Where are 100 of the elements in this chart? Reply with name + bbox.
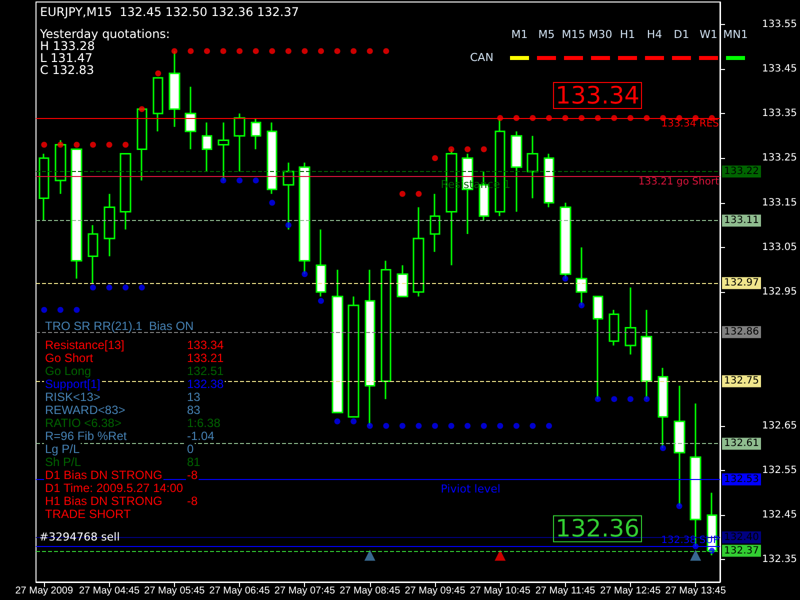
candlestick bbox=[624, 286, 636, 356]
candlestick bbox=[152, 77, 164, 132]
point bbox=[399, 190, 406, 197]
candlestick bbox=[282, 162, 294, 230]
point bbox=[90, 142, 96, 148]
x-tick-label: 27 May 2009 bbox=[15, 586, 74, 596]
point bbox=[644, 396, 650, 402]
point bbox=[660, 445, 666, 452]
candlestick bbox=[526, 135, 538, 200]
text: RATIO <6.38> 1:6.38 bbox=[45, 416, 220, 430]
candlestick bbox=[266, 122, 278, 195]
candlestick bbox=[202, 122, 212, 172]
point bbox=[578, 302, 585, 308]
candlestick bbox=[38, 152, 50, 222]
point bbox=[122, 284, 129, 291]
candlestick bbox=[316, 228, 326, 298]
point bbox=[366, 422, 373, 429]
annotation: Piviot level bbox=[440, 482, 500, 496]
x-tick-label: 27 May 08:45 bbox=[340, 586, 401, 596]
point bbox=[366, 48, 373, 54]
point bbox=[676, 503, 682, 510]
point bbox=[627, 396, 634, 402]
text: D1 Bias DN STRONG -8 bbox=[45, 468, 198, 482]
point bbox=[138, 284, 145, 291]
y-tick-label: 132.55 bbox=[762, 464, 798, 476]
point bbox=[494, 550, 506, 561]
ref-line-label: 132.75 bbox=[724, 376, 760, 387]
x-tick-label: 27 May 06:45 bbox=[209, 586, 270, 596]
point bbox=[57, 142, 64, 148]
ref-line-label: 133.22 bbox=[724, 166, 760, 178]
point bbox=[350, 48, 357, 54]
text: H1 Bias DN STRONG -8 bbox=[45, 494, 198, 508]
y-tick-label: 133.35 bbox=[762, 108, 798, 120]
point bbox=[480, 146, 487, 152]
point bbox=[106, 142, 112, 148]
point bbox=[497, 422, 504, 429]
point bbox=[302, 271, 308, 278]
point bbox=[432, 155, 438, 162]
candlestick bbox=[234, 112, 246, 172]
point bbox=[188, 48, 194, 54]
y-tick-label: 132.65 bbox=[762, 420, 798, 432]
x-tick-label: 27 May 13:45 bbox=[665, 586, 726, 596]
point bbox=[399, 422, 406, 429]
point bbox=[318, 298, 324, 304]
ref-line-label: 132.37 bbox=[724, 545, 760, 556]
text: Support[1] 132.38 bbox=[45, 377, 224, 391]
ref-line-label: 133.34 RES bbox=[661, 118, 720, 130]
point bbox=[269, 200, 276, 206]
annotation: #3294768 sell bbox=[39, 530, 120, 544]
candlestick bbox=[430, 193, 440, 253]
point bbox=[285, 48, 292, 54]
candlestick bbox=[380, 260, 392, 400]
point bbox=[383, 48, 390, 54]
text: RISK<13> 13 bbox=[45, 390, 200, 404]
annotation: 133.34 bbox=[556, 82, 640, 110]
text: Sh P/L 81 bbox=[45, 455, 200, 469]
y-tick-label: 133.25 bbox=[762, 152, 798, 164]
point bbox=[74, 306, 80, 313]
candlestick bbox=[120, 152, 132, 230]
point bbox=[252, 177, 259, 184]
point bbox=[350, 418, 357, 424]
point bbox=[334, 48, 340, 54]
annotation: TRADE SHORT bbox=[45, 507, 132, 521]
x-tick-label: 27 May 05:45 bbox=[144, 586, 206, 596]
candlestick bbox=[412, 206, 424, 298]
text: Resistance[13] 133.34 bbox=[45, 338, 224, 352]
text: Go Long 132.51 bbox=[45, 364, 224, 378]
point bbox=[171, 48, 178, 54]
annotation: CAN bbox=[470, 51, 494, 64]
point bbox=[611, 396, 618, 402]
point bbox=[513, 422, 520, 429]
point bbox=[594, 396, 601, 402]
x-tick-label: 27 May 10:45 bbox=[470, 586, 531, 596]
point bbox=[138, 106, 145, 112]
candlestick bbox=[332, 268, 344, 414]
ref-line-label: 132.40 bbox=[724, 532, 760, 543]
annotation: TRO SR RR(21).1 Bias ON bbox=[45, 319, 194, 333]
x-tick-label: 27 May 11:45 bbox=[535, 586, 596, 596]
point bbox=[383, 422, 390, 429]
text: R=96 Fib %Ret -1.04 bbox=[45, 429, 214, 443]
point bbox=[334, 418, 340, 424]
point bbox=[269, 48, 276, 54]
point bbox=[464, 146, 471, 152]
candlestick bbox=[88, 224, 98, 284]
x-tick-label: 27 May 09:45 bbox=[404, 586, 466, 596]
text: M1 M5 M15 M30 H1 H4 D1 W1 MN1 bbox=[511, 28, 748, 41]
ref-line-label: 132.86 bbox=[724, 326, 760, 338]
point bbox=[285, 222, 292, 228]
point bbox=[220, 177, 226, 184]
candlestick bbox=[54, 140, 66, 195]
ref-line-label: 133.21 go Short bbox=[638, 176, 720, 188]
point bbox=[74, 142, 80, 148]
candlestick bbox=[104, 193, 116, 258]
point bbox=[90, 284, 96, 291]
annotation: 132.36 bbox=[556, 514, 640, 543]
y-tick-label: 133.45 bbox=[762, 63, 798, 74]
point bbox=[464, 422, 471, 429]
point bbox=[318, 48, 324, 54]
candlestick bbox=[250, 117, 262, 150]
point bbox=[252, 48, 259, 54]
